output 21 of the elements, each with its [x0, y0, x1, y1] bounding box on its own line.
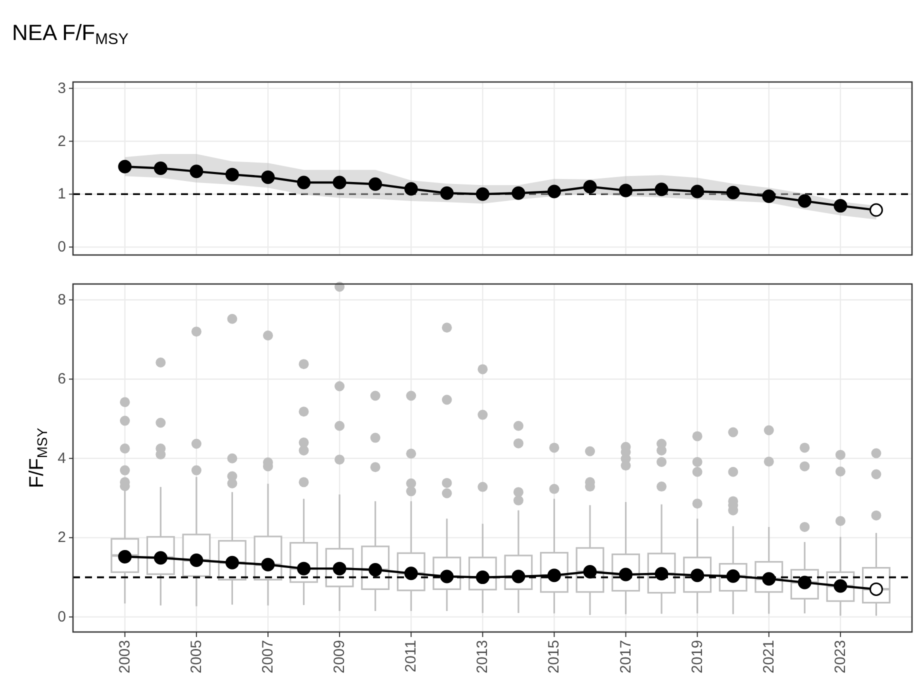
x-tick-label: 2013 [474, 640, 492, 674]
y-tick-label: 6 [58, 370, 66, 388]
x-tick-label: 2021 [760, 640, 778, 674]
x-tick-label: 2007 [259, 640, 276, 674]
y-tick-label: 0 [58, 238, 66, 256]
x-tick-label: 2019 [688, 640, 706, 674]
y-tick-label: 2 [58, 529, 66, 546]
y-tick-label: 8 [58, 291, 66, 308]
y-tick-label: 0 [58, 608, 66, 626]
x-tick-label: 2011 [402, 640, 420, 672]
x-tick-label: 2003 [116, 640, 134, 674]
y-tick-label: 4 [58, 450, 66, 467]
x-tick-label: 2015 [546, 640, 563, 674]
x-tick-label: 2009 [331, 640, 348, 674]
y-tick-label: 3 [58, 80, 66, 97]
y-tick-label: 2 [58, 132, 66, 150]
x-tick-label: 2017 [617, 640, 634, 674]
x-tick-label: 2023 [832, 640, 849, 674]
x-tick-label: 2005 [188, 640, 205, 674]
chart-title: NEA F/F$_{MSY}$ [12, 20, 128, 48]
y-tick-label: 1 [58, 186, 66, 203]
